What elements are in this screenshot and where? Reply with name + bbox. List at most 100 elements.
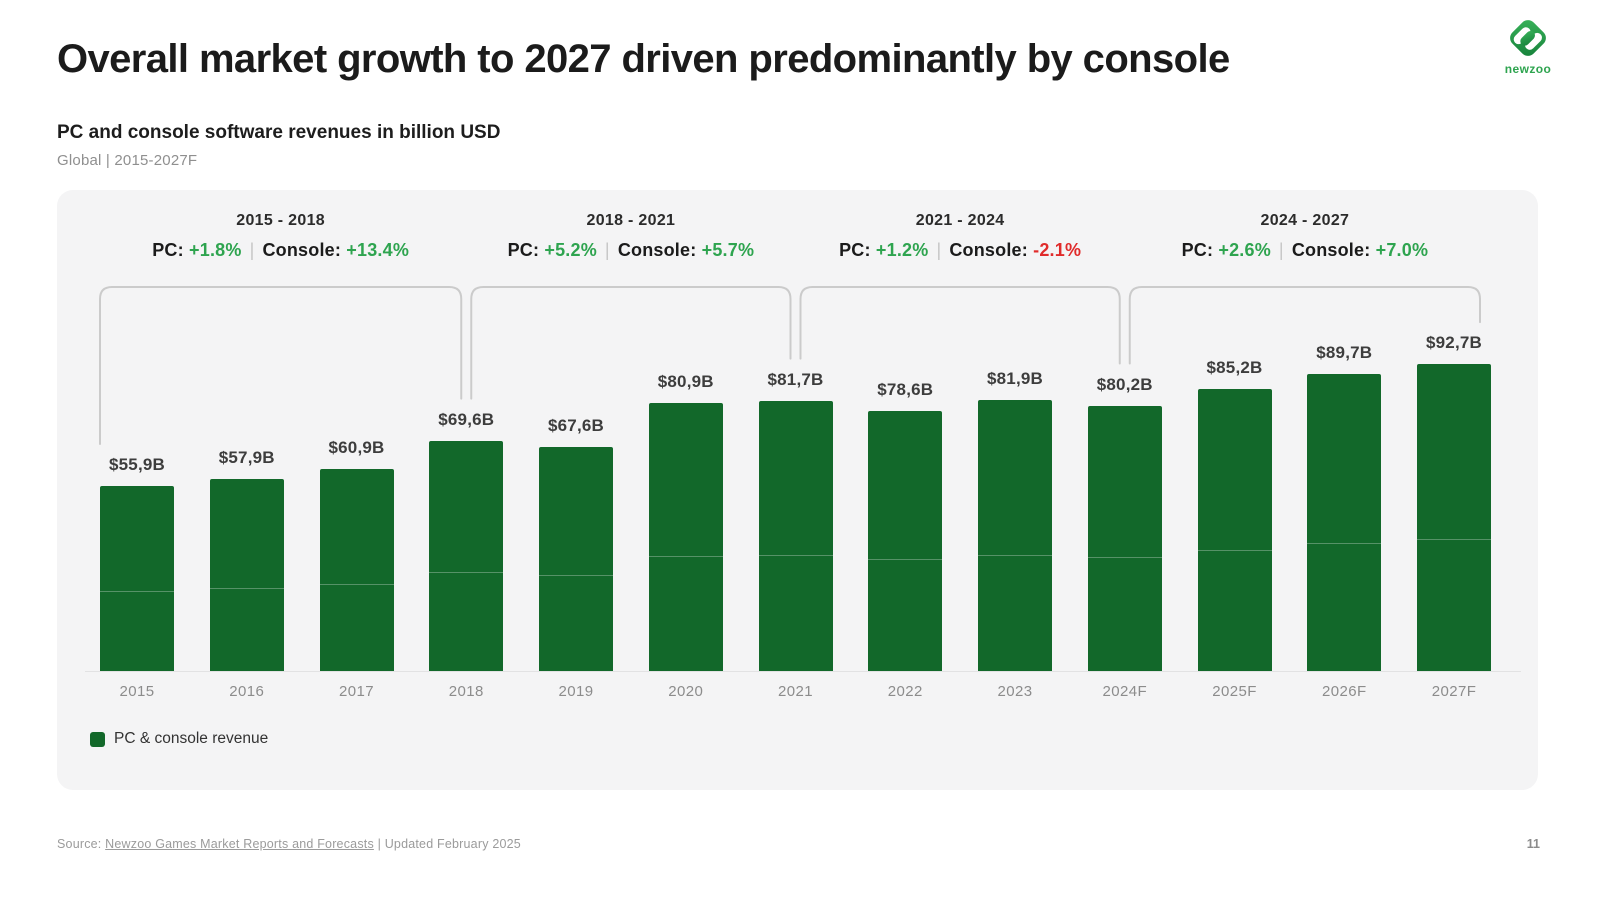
bar-2023 — [978, 399, 1052, 671]
bar-value-label: $81,9B — [986, 368, 1044, 388]
x-axis-line — [85, 671, 1521, 672]
bar-value-label: $55,9B — [108, 454, 166, 474]
bar-segment-divider — [868, 558, 943, 560]
x-tick-label: 2019 — [558, 683, 594, 700]
page-title: Overall market growth to 2027 driven pre… — [57, 37, 1230, 81]
source-suffix: | Updated February 2025 — [377, 837, 521, 851]
x-tick-label: 2016 — [229, 683, 265, 700]
period-header-2015-2018: 2015 - 2018 PC: +1.8% | Console: +13.4% — [61, 212, 501, 261]
bar-value-label: $69,6B — [438, 409, 495, 429]
bar-2015 — [100, 485, 174, 671]
pc-growth-label: PC: — [152, 240, 190, 260]
chart-panel: PC & console revenue $55,9B 2015 $57,9B 201… — [57, 190, 1538, 790]
period-growth-stats: PC: +1.2% | Console: -2.1% — [740, 240, 1180, 261]
bar-2020 — [648, 403, 723, 671]
x-tick-label: 2022 — [887, 683, 923, 700]
bar-2024F — [1087, 405, 1162, 671]
bar-segment-divider — [978, 554, 1052, 556]
stats-separator: | — [1278, 240, 1284, 260]
chart-title: PC and console software revenues in bill… — [57, 122, 501, 143]
period-header-2021-2024: 2021 - 2024 PC: +1.2% | Console: -2.1% — [740, 212, 1180, 261]
chart-scope: Global | 2015-2027F — [57, 152, 198, 169]
bar-2027F — [1417, 364, 1491, 671]
bar-value-label: $92,7B — [1425, 333, 1483, 353]
x-tick-label: 2025F — [1212, 683, 1257, 700]
period-bracket — [799, 286, 1121, 365]
bar-value-label: $80,2B — [1096, 374, 1153, 394]
bar-segment-divider — [429, 571, 504, 573]
bar-2016 — [209, 479, 284, 671]
bar-segment-divider — [1307, 543, 1382, 545]
x-tick-label: 2027F — [1431, 683, 1477, 700]
stats-separator: | — [604, 240, 610, 260]
period-growth-stats: PC: +1.8% | Console: +13.4% — [61, 240, 501, 261]
bar-2022 — [868, 410, 943, 671]
bar-segment-divider — [1417, 539, 1491, 541]
bar-value-label: $60,9B — [328, 438, 385, 458]
bar-2017 — [319, 469, 394, 671]
period-growth-stats: PC: +2.6% | Console: +7.0% — [1085, 240, 1525, 261]
bar-2018 — [429, 440, 504, 671]
period-range-label: 2018 - 2021 — [586, 212, 676, 229]
x-tick-label: 2026F — [1321, 683, 1367, 700]
x-tick-label: 2020 — [668, 683, 704, 700]
bar-value-label: $85,2B — [1206, 357, 1263, 377]
bar-value-label: $81,7B — [767, 369, 824, 389]
pc-growth-label: PC: — [507, 240, 545, 260]
newzoo-logo-text: newzoo — [1504, 62, 1552, 76]
console-growth-label: Console: — [617, 240, 702, 260]
legend-label: PC & console revenue — [114, 730, 269, 747]
chart-legend: PC & console revenue — [90, 730, 268, 748]
pc-growth-value: +2.6% — [1218, 240, 1271, 260]
x-tick-label: 2018 — [448, 683, 484, 700]
stats-separator: | — [936, 240, 942, 260]
period-range-label: 2021 - 2024 — [915, 212, 1005, 229]
newzoo-logo-icon — [1510, 20, 1546, 56]
bar-segment-divider — [539, 575, 613, 577]
period-growth-stats: PC: +5.2% | Console: +5.7% — [411, 240, 851, 261]
console-growth-label: Console: — [262, 240, 347, 260]
bar-segment-divider — [209, 588, 284, 590]
source-line: Source: Newzoo Games Market Reports and … — [57, 837, 521, 851]
period-header-2018-2021: 2018 - 2021 PC: +5.2% | Console: +5.7% — [411, 212, 851, 261]
source-prefix: Source: — [57, 837, 102, 851]
x-tick-label: 2015 — [119, 683, 155, 700]
stats-separator: | — [249, 240, 255, 260]
bar-value-label: $67,6B — [547, 416, 605, 436]
bar-segment-divider — [319, 584, 394, 586]
console-growth-label: Console: — [949, 240, 1034, 260]
bar-value-label: $78,6B — [877, 379, 934, 399]
bar-value-label: $80,9B — [657, 372, 714, 392]
x-tick-label: 2021 — [778, 683, 813, 700]
console-growth-value: -2.1% — [1033, 240, 1082, 260]
legend-swatch — [90, 731, 105, 747]
console-growth-label: Console: — [1291, 240, 1376, 260]
source-link[interactable]: Newzoo Games Market Reports and Forecast… — [105, 837, 374, 851]
pc-growth-value: +1.8% — [189, 240, 242, 260]
console-growth-value: +5.7% — [701, 240, 755, 260]
x-tick-label: 2024F — [1102, 683, 1148, 700]
bar-2021 — [758, 400, 833, 671]
bar-segment-divider — [648, 556, 723, 558]
bar-2025F — [1197, 388, 1272, 671]
bar-segment-divider — [758, 554, 833, 556]
period-range-label: 2015 - 2018 — [236, 212, 325, 229]
period-header-2024-2027: 2024 - 2027 PC: +2.6% | Console: +7.0% — [1085, 212, 1525, 261]
pc-growth-label: PC: — [1181, 240, 1219, 260]
x-tick-label: 2017 — [339, 683, 374, 700]
period-range-label: 2024 - 2027 — [1260, 212, 1350, 229]
bar-2019 — [539, 447, 613, 671]
newzoo-logo: newzoo — [1492, 12, 1564, 76]
bar-segment-divider — [100, 590, 174, 592]
pc-growth-label: PC: — [839, 240, 876, 260]
bar-value-label: $57,9B — [218, 448, 275, 468]
bar-segment-divider — [1197, 549, 1272, 551]
console-growth-value: +7.0% — [1375, 240, 1429, 260]
bar-segment-divider — [1087, 556, 1162, 558]
x-tick-label: 2023 — [997, 683, 1033, 700]
pc-growth-value: +1.2% — [875, 240, 929, 260]
bar-2026F — [1307, 374, 1382, 671]
console-growth-value: +13.4% — [346, 240, 410, 260]
bar-value-label: $89,7B — [1316, 343, 1373, 363]
